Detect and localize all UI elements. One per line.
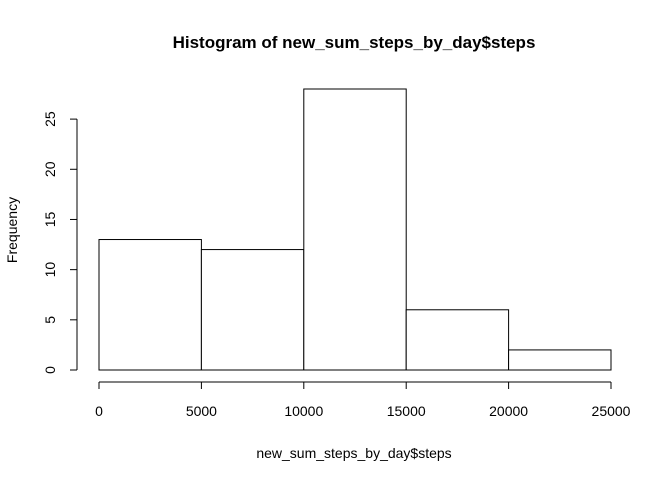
histogram-bar-5 [508,349,612,371]
bars-group [98,88,612,371]
y-tick-label-1: 5 [42,316,58,324]
x-axis-label: new_sum_steps_by_day$steps [256,445,451,461]
x-tick-label-5: 25000 [592,403,631,419]
y-tick-label-3: 15 [42,211,58,227]
y-tick-label-5: 25 [42,111,58,127]
histogram-bar-2 [200,249,305,371]
y-axis: 0 5 10 15 20 25 [42,111,78,374]
x-tick-label-2: 10000 [284,403,323,419]
x-tick-label-1: 5000 [186,403,217,419]
y-axis-label: Frequency [4,197,20,263]
x-tick-label-4: 20000 [489,403,528,419]
x-axis: 0 5000 10000 15000 20000 25000 [95,381,631,419]
histogram-bar-4 [405,309,510,371]
chart-title: Histogram of new_sum_steps_by_day$steps [173,33,536,52]
histogram-bar-3 [303,88,407,371]
y-tick-label-4: 20 [42,161,58,177]
y-tick-label-2: 10 [42,262,58,278]
histogram-bar-1 [98,239,202,371]
x-tick-label-3: 15000 [387,403,426,419]
y-tick-label-0: 0 [42,366,58,374]
x-tick-label-0: 0 [95,403,103,419]
